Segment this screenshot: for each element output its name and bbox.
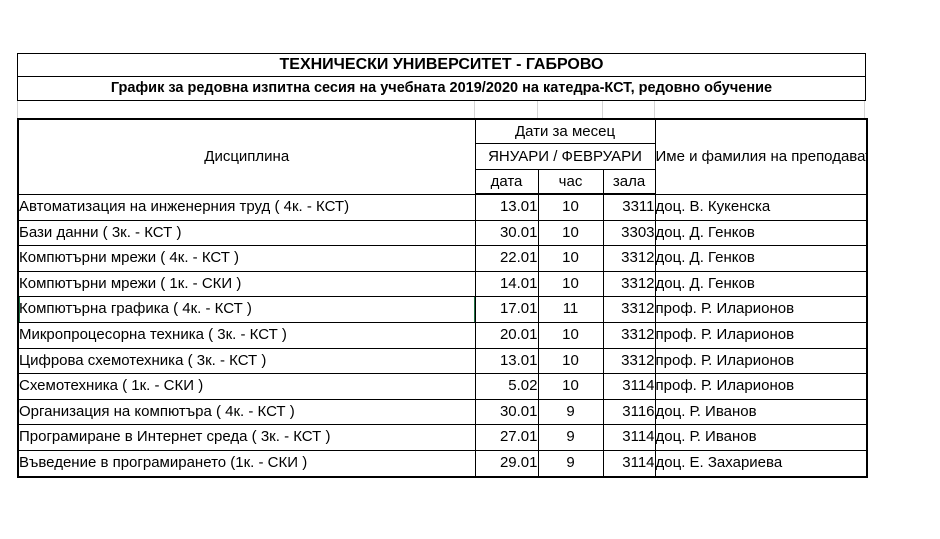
col-header-room[interactable]: зала bbox=[602, 169, 656, 195]
gridline-stub bbox=[602, 101, 603, 118]
table-row: Бази данни ( 3к. - КСТ ) 30.01 10 3303 д… bbox=[17, 219, 868, 247]
gridline-stub bbox=[474, 101, 475, 118]
selected-cell[interactable]: Компютърна графика ( 4к. - КСТ ) bbox=[17, 296, 476, 323]
cell-discipline[interactable]: Цифрова схемотехника ( 3к. - КСТ ) bbox=[17, 347, 476, 375]
cell-date[interactable]: 30.01 bbox=[474, 398, 539, 426]
cell-date[interactable]: 17.01 bbox=[474, 296, 539, 323]
header-month-january-february[interactable]: ЯНУАРИ / ФЕВРУАРИ bbox=[474, 143, 656, 170]
gridline-stub bbox=[864, 101, 865, 118]
cell-hour[interactable]: 10 bbox=[537, 219, 604, 247]
cell-room[interactable]: 3114 bbox=[602, 424, 656, 451]
cell-hour[interactable]: 9 bbox=[537, 398, 604, 426]
cell-date[interactable]: 5.02 bbox=[474, 373, 539, 400]
cell-discipline[interactable]: Микропроцесорна техника ( 3к. - КСТ ) bbox=[17, 321, 476, 349]
cell-date[interactable]: 29.01 bbox=[474, 449, 539, 478]
cell-room[interactable]: 3312 bbox=[602, 270, 656, 298]
cell-date[interactable]: 30.01 bbox=[474, 219, 539, 247]
cell-room[interactable]: 3312 bbox=[602, 321, 656, 349]
cell-teacher[interactable]: проф. Р. Иларионов bbox=[654, 373, 868, 400]
gridline-stub bbox=[537, 101, 538, 118]
document-title: ТЕХНИЧЕСКИ УНИВЕРСИТЕТ - ГАБРОВО bbox=[18, 54, 865, 77]
col-header-hour[interactable]: час bbox=[537, 169, 604, 195]
cell-discipline[interactable]: Автоматизация на инженерния труд ( 4к. -… bbox=[17, 193, 476, 221]
cell-teacher[interactable]: проф. Р. Иларионов bbox=[654, 296, 868, 323]
cell-room[interactable]: 3312 bbox=[602, 347, 656, 375]
cell-hour[interactable]: 9 bbox=[537, 424, 604, 451]
col-header-date[interactable]: дата bbox=[474, 169, 539, 195]
cell-teacher[interactable]: доц. Д. Генков bbox=[654, 270, 868, 298]
cell-discipline[interactable]: Организация на компютъра ( 4к. - КСТ ) bbox=[17, 398, 476, 426]
cell-teacher[interactable]: проф. Р. Иларионов bbox=[654, 347, 868, 375]
cell-hour[interactable]: 9 bbox=[537, 449, 604, 478]
cell-date[interactable]: 20.01 bbox=[474, 321, 539, 349]
cell-discipline[interactable]: Схемотехника ( 1к. - СКИ ) bbox=[17, 373, 476, 400]
table-row: Програмиране в Интернет среда ( 3к. - КС… bbox=[17, 424, 868, 451]
cell-discipline[interactable]: Въведение в програмирането (1к. - СКИ ) bbox=[17, 449, 476, 478]
cell-hour[interactable]: 10 bbox=[537, 321, 604, 349]
cell-hour[interactable]: 10 bbox=[537, 245, 604, 272]
cell-room[interactable]: 3303 bbox=[602, 219, 656, 247]
cell-discipline[interactable]: Компютърни мрежи ( 1к. - СКИ ) bbox=[17, 270, 476, 298]
cell-room[interactable]: 3311 bbox=[602, 193, 656, 221]
cell-room[interactable]: 3114 bbox=[602, 449, 656, 478]
cell-discipline[interactable]: Компютърни мрежи ( 4к. - КСТ ) bbox=[17, 245, 476, 272]
gridline-stub bbox=[17, 101, 18, 118]
cell-date[interactable]: 27.01 bbox=[474, 424, 539, 451]
cell-hour[interactable]: 10 bbox=[537, 347, 604, 375]
table-row: Цифрова схемотехника ( 3к. - КСТ ) 13.01… bbox=[17, 347, 868, 375]
cell-teacher[interactable]: доц. Р. Иванов bbox=[654, 398, 868, 426]
table-row: Микропроцесорна техника ( 3к. - КСТ ) 20… bbox=[17, 321, 868, 349]
exam-schedule-table: Дисциплина Дати за месец Име и фамилия н… bbox=[17, 118, 869, 478]
col-header-discipline[interactable]: Дисциплина bbox=[17, 118, 476, 195]
cell-teacher[interactable]: проф. Р. Иларионов bbox=[654, 321, 868, 349]
cell-teacher[interactable]: доц. Д. Генков bbox=[654, 245, 868, 272]
col-header-teacher[interactable]: Име и фамилия на преподавателя bbox=[654, 118, 868, 195]
cell-hour[interactable]: 11 bbox=[537, 296, 604, 323]
gridline-stub bbox=[654, 101, 655, 118]
header-dates-for-month[interactable]: Дати за месец bbox=[474, 118, 656, 144]
cell-room[interactable]: 3114 bbox=[602, 373, 656, 400]
table-row: Схемотехника ( 1к. - СКИ ) 5.02 10 3114 … bbox=[17, 373, 868, 400]
cell-date[interactable]: 13.01 bbox=[474, 347, 539, 375]
table-row: Организация на компютъра ( 4к. - КСТ ) 3… bbox=[17, 398, 868, 426]
table-row: Компютърни мрежи ( 1к. - СКИ ) 14.01 10 … bbox=[17, 270, 868, 298]
title-box: ТЕХНИЧЕСКИ УНИВЕРСИТЕТ - ГАБРОВО График … bbox=[17, 53, 866, 101]
table-row: Автоматизация на инженерния труд ( 4к. -… bbox=[17, 193, 868, 221]
cell-teacher[interactable]: доц. В. Кукенска bbox=[654, 193, 868, 221]
cell-date[interactable]: 14.01 bbox=[474, 270, 539, 298]
document-subtitle: График за редовна изпитна сесия на учебн… bbox=[110, 80, 773, 96]
cell-date[interactable]: 22.01 bbox=[474, 245, 539, 272]
cell-room[interactable]: 3312 bbox=[602, 245, 656, 272]
cell-room[interactable]: 3312 bbox=[602, 296, 656, 323]
table-row: Компютърни мрежи ( 4к. - КСТ ) 22.01 10 … bbox=[17, 245, 868, 272]
table-row: Въведение в програмирането (1к. - СКИ ) … bbox=[17, 449, 868, 478]
cell-hour[interactable]: 10 bbox=[537, 373, 604, 400]
cell-hour[interactable]: 10 bbox=[537, 270, 604, 298]
cell-date[interactable]: 13.01 bbox=[474, 193, 539, 221]
cell-teacher[interactable]: доц. Е. Захариева bbox=[654, 449, 868, 478]
cell-teacher[interactable]: доц. Р. Иванов bbox=[654, 424, 868, 451]
cell-hour[interactable]: 10 bbox=[537, 193, 604, 221]
cell-room[interactable]: 3116 bbox=[602, 398, 656, 426]
cell-discipline[interactable]: Бази данни ( 3к. - КСТ ) bbox=[17, 219, 476, 247]
table-row: Компютърна графика ( 4к. - КСТ ) 17.01 1… bbox=[17, 296, 868, 323]
cell-discipline[interactable]: Програмиране в Интернет среда ( 3к. - КС… bbox=[17, 424, 476, 451]
cell-teacher[interactable]: доц. Д. Генков bbox=[654, 219, 868, 247]
